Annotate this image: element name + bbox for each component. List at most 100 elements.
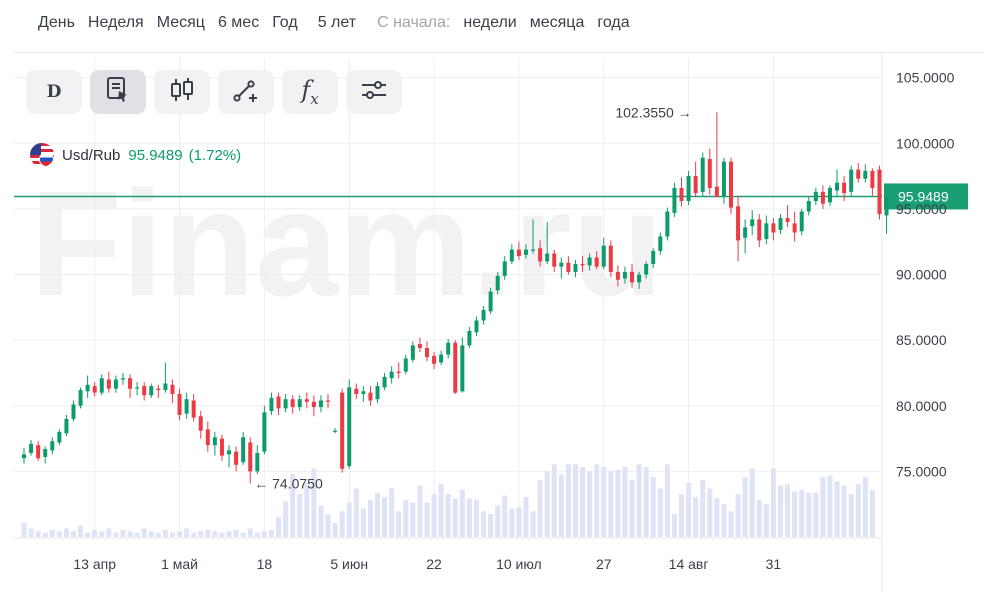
candle-body (410, 345, 415, 360)
since-week[interactable]: недели (463, 14, 517, 31)
volume-bar (254, 532, 260, 537)
candle-body (630, 271, 635, 283)
volume-bar (212, 531, 218, 537)
volume-bar (608, 471, 614, 537)
candle-body (743, 227, 748, 238)
candle-body (594, 257, 599, 267)
interval-button[interactable]: D (26, 70, 82, 114)
candle-body (142, 386, 147, 396)
candle-body (347, 387, 352, 467)
period-6-months[interactable]: 6 мес (217, 14, 260, 31)
candle-body (842, 182, 847, 194)
candle-body (608, 245, 613, 272)
volume-bar (777, 485, 783, 537)
x-tick-label: 22 (426, 556, 442, 572)
candle-body (248, 442, 253, 472)
volume-bar (770, 468, 776, 537)
candle-body (757, 219, 762, 241)
period-month[interactable]: Месяц (156, 14, 205, 31)
candle-body (601, 245, 606, 267)
volume-bar (615, 469, 621, 537)
function-icon: fx (301, 76, 319, 108)
volume-bar (785, 484, 791, 537)
candle-body (884, 197, 889, 216)
candle-body (219, 438, 224, 456)
candle-body (120, 378, 125, 380)
since-label: С начала: (377, 14, 451, 31)
candle-body (856, 169, 861, 179)
candle-body (552, 253, 557, 267)
indicators-button[interactable]: fx (282, 70, 338, 114)
candle-body (806, 201, 811, 212)
candle-body (672, 187, 677, 213)
candle-body (71, 404, 76, 419)
y-tick-label: 100.0000 (896, 135, 955, 151)
volume-bar (353, 488, 359, 537)
y-tick-label: 85.0000 (896, 332, 947, 348)
period-week[interactable]: Неделя (87, 14, 144, 31)
chart-type-button[interactable] (154, 70, 210, 114)
chart-toolbar: D (26, 70, 402, 114)
volume-bar (339, 511, 345, 537)
candle-body (29, 443, 34, 454)
candle-body (849, 169, 854, 192)
volume-bar (700, 479, 706, 537)
candle-body (311, 401, 316, 408)
volume-bar (92, 529, 98, 537)
volume-bar (537, 479, 543, 537)
candle-body (587, 257, 592, 266)
period-day[interactable]: День (38, 14, 75, 31)
candle-body (389, 371, 394, 379)
volume-bar (169, 532, 175, 537)
candle-body (22, 454, 26, 459)
volume-bar (756, 499, 762, 537)
candle-body (707, 159, 712, 188)
candle-body (559, 262, 564, 267)
instrument-legend: Usd/Rub 95.9489 (1.72%) (30, 142, 241, 168)
volume-bar (516, 507, 522, 537)
volume-bar (424, 502, 430, 537)
candle-body (573, 264, 578, 272)
period-year[interactable]: Год (272, 14, 298, 31)
period-5-years[interactable]: 5 лет (317, 14, 357, 31)
volume-bar (813, 492, 819, 537)
volume-bar (198, 531, 204, 537)
volume-bar (290, 474, 296, 537)
candle-body (333, 430, 338, 432)
x-tick-label: 5 июн (330, 556, 368, 572)
volume-bar (869, 489, 875, 537)
note-select-button[interactable] (90, 70, 146, 114)
candle-body (403, 358, 408, 372)
volume-bar (276, 517, 282, 537)
since-year[interactable]: года (597, 14, 630, 31)
volume-bar (184, 528, 190, 537)
candle-body (43, 449, 48, 457)
candle-body (651, 250, 656, 265)
volume-bar (473, 499, 479, 537)
candle-body (417, 344, 422, 349)
volume-bar (382, 497, 388, 537)
volume-bar (438, 484, 444, 537)
interval-label: D (46, 82, 62, 102)
settings-sliders-icon (360, 78, 388, 107)
max-price-label: 102.3550 → (615, 104, 691, 120)
candle-body (615, 271, 620, 280)
candle-body (255, 453, 260, 472)
candle-body (212, 437, 217, 446)
candle-body (545, 253, 550, 262)
since-month[interactable]: месяца (529, 14, 585, 31)
volume-bar (297, 494, 303, 537)
candle-body (516, 249, 521, 257)
x-tick-label: 18 (257, 556, 273, 572)
candle-body (163, 383, 168, 391)
draw-tools-button[interactable] (218, 70, 274, 114)
chart-settings-button[interactable] (346, 70, 402, 114)
candle-body (375, 386, 380, 400)
volume-bar (565, 464, 571, 537)
volume-bar (78, 525, 84, 537)
volume-bar (622, 467, 628, 537)
volume-bar (49, 529, 55, 537)
volume-bar (127, 531, 133, 537)
volume-bar (728, 511, 734, 537)
